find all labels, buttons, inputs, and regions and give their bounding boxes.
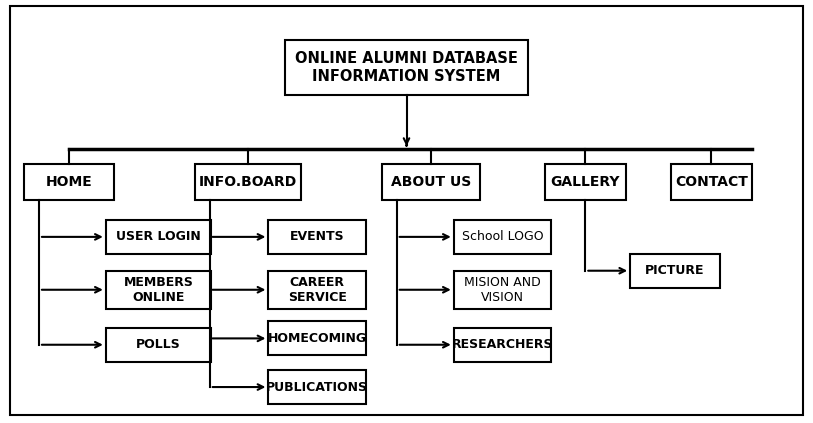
Text: HOMECOMING: HOMECOMING: [267, 332, 367, 345]
Text: CONTACT: CONTACT: [675, 175, 748, 189]
Text: INFO.BOARD: INFO.BOARD: [199, 175, 297, 189]
Bar: [268, 271, 366, 309]
Bar: [382, 164, 480, 200]
Text: PICTURE: PICTURE: [645, 264, 705, 277]
Bar: [454, 271, 551, 309]
Text: GALLERY: GALLERY: [550, 175, 620, 189]
Text: ABOUT US: ABOUT US: [391, 175, 471, 189]
Text: MISION AND
VISION: MISION AND VISION: [464, 276, 541, 304]
Bar: [285, 40, 528, 95]
Bar: [106, 328, 211, 362]
Text: HOME: HOME: [46, 175, 93, 189]
Bar: [24, 164, 114, 200]
Bar: [671, 164, 752, 200]
Text: PUBLICATIONS: PUBLICATIONS: [266, 381, 368, 393]
Text: RESEARCHERS: RESEARCHERS: [452, 338, 553, 351]
Text: POLLS: POLLS: [136, 338, 181, 351]
Bar: [454, 328, 551, 362]
Bar: [195, 164, 301, 200]
Text: ONLINE ALUMNI DATABASE
INFORMATION SYSTEM: ONLINE ALUMNI DATABASE INFORMATION SYSTE…: [295, 52, 518, 84]
Text: School LOGO: School LOGO: [462, 231, 543, 243]
Text: USER LOGIN: USER LOGIN: [116, 231, 201, 243]
Bar: [545, 164, 626, 200]
Bar: [268, 370, 366, 404]
Text: CAREER
SERVICE: CAREER SERVICE: [288, 276, 346, 304]
Text: EVENTS: EVENTS: [289, 231, 345, 243]
Bar: [630, 254, 720, 288]
Bar: [268, 220, 366, 254]
Bar: [106, 220, 211, 254]
Bar: [106, 271, 211, 309]
Bar: [268, 321, 366, 355]
Bar: [454, 220, 551, 254]
Text: MEMBERS
ONLINE: MEMBERS ONLINE: [124, 276, 193, 304]
